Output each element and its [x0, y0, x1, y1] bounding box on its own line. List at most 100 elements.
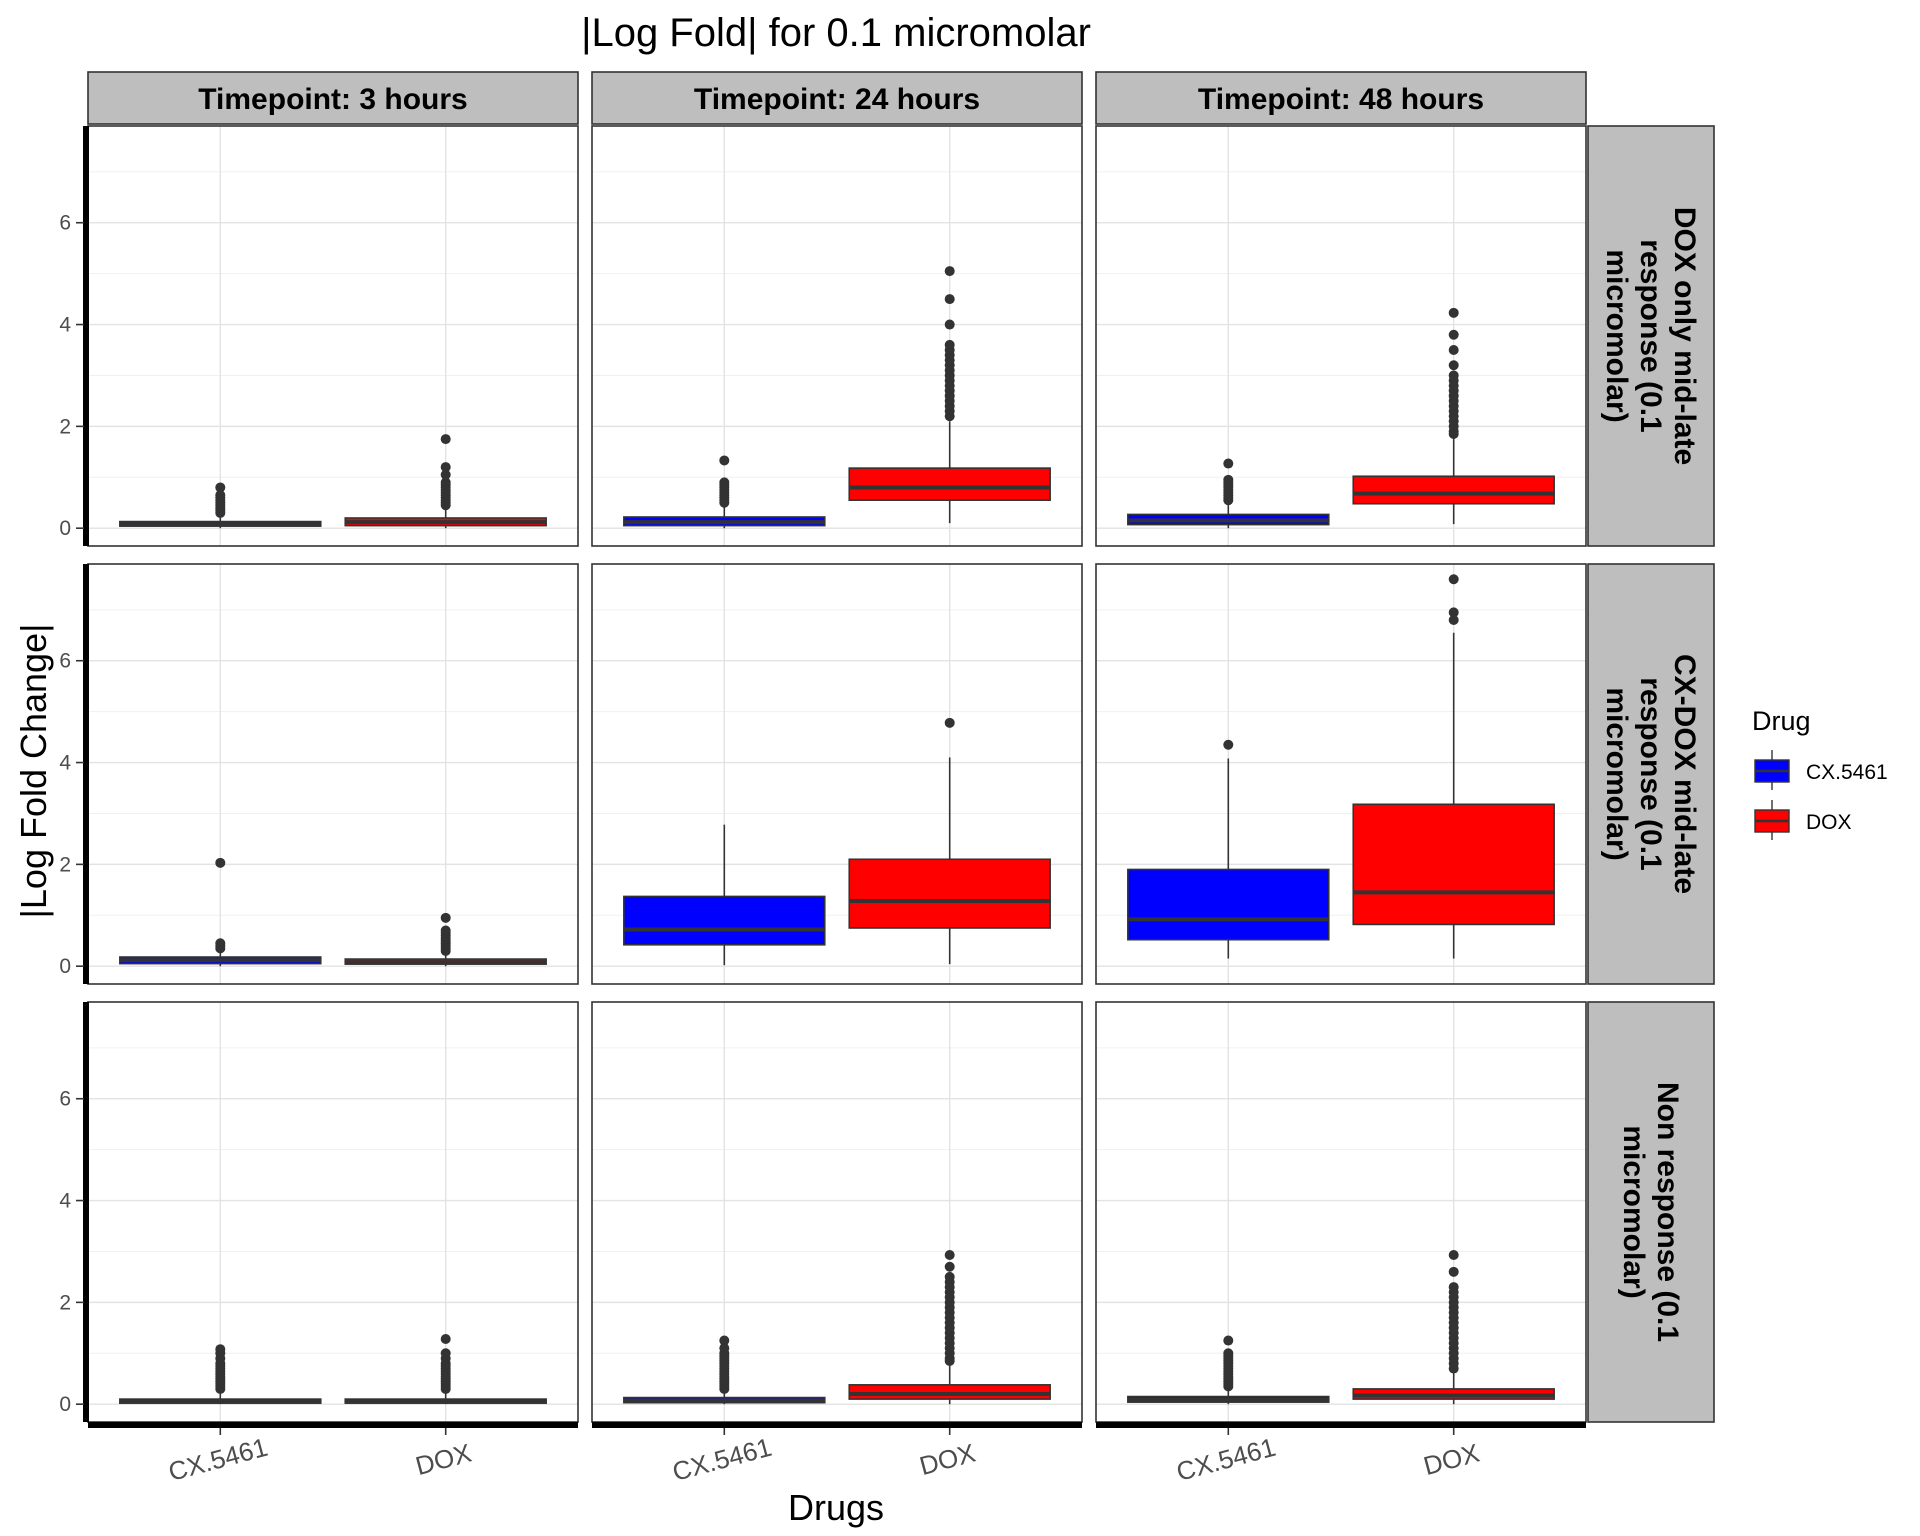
box-cx-5461 — [119, 857, 322, 967]
y-tick-label: 2 — [59, 853, 71, 876]
outlier-point — [1223, 474, 1234, 485]
outlier-point — [440, 1348, 451, 1359]
outlier-point — [440, 925, 451, 936]
row-strip-1: DOX only mid-lateresponse (0.1micromolar… — [1587, 125, 1715, 547]
outlier-point — [1448, 345, 1459, 355]
legend-label: CX.5461 — [1806, 761, 1888, 784]
outlier-point — [1448, 370, 1459, 381]
y-tick-label: 6 — [59, 212, 71, 235]
y-axis-title: |Log Fold Change| — [13, 624, 54, 919]
y-tick-label: 6 — [59, 1088, 71, 1111]
box-iqr — [848, 467, 1051, 501]
outlier-point — [719, 477, 730, 488]
outlier-point — [440, 462, 451, 473]
y-tick-label: 2 — [59, 415, 71, 438]
row-strip-line: DOX only mid-late — [1668, 207, 1701, 465]
legend-entry-dox: DOX — [1754, 800, 1852, 840]
outlier-point — [1448, 329, 1459, 340]
panel-background — [592, 1002, 1082, 1422]
x-axis-title: Drugs — [788, 1487, 884, 1528]
column-strip-label: Timepoint: 3 hours — [198, 83, 467, 116]
outlier-point — [1448, 1266, 1459, 1277]
outlier-point — [440, 1334, 451, 1345]
legend-title: Drug — [1752, 706, 1811, 736]
outlier-point — [440, 477, 451, 488]
panel-r3-c3 — [1095, 1001, 1587, 1423]
box-cx-5461 — [623, 455, 826, 529]
box-dox — [344, 1334, 547, 1405]
box-cx-5461 — [119, 482, 322, 529]
outlier-point — [1223, 1348, 1234, 1359]
row-strip-2: CX-DOX mid-lateresponse (0.1micromolar) — [1587, 563, 1715, 985]
outlier-point — [1448, 607, 1459, 618]
outlier-point — [1448, 307, 1459, 318]
column-strip-label: Timepoint: 48 hours — [1198, 83, 1484, 116]
chart-title: |Log Fold| for 0.1 micromolar — [581, 11, 1091, 55]
outlier-point — [440, 434, 451, 445]
box-dox — [848, 266, 1051, 524]
panel-r2-c2 — [591, 563, 1083, 985]
facet-strips: Timepoint: 3 hours Timepoint: 24 hours Tim… — [87, 71, 1715, 1423]
y-tick-label: 4 — [59, 314, 71, 337]
y-axis-row-2: 0 2 4 6 — [59, 564, 89, 984]
box-dox — [848, 1250, 1051, 1405]
box-iqr — [848, 1384, 1051, 1400]
row-strip-line: Non response (0.1 — [1651, 1082, 1684, 1342]
panel-background — [88, 1002, 578, 1422]
panel-background — [88, 126, 578, 546]
panel-border — [1095, 125, 1587, 547]
outlier-point — [215, 938, 226, 949]
panel-r1-c2 — [591, 125, 1083, 547]
y-tick-label: 4 — [59, 1190, 71, 1213]
box-dox — [848, 717, 1051, 965]
y-axis-row-1: 0 2 4 6 — [59, 126, 89, 546]
outlier-point — [215, 1344, 226, 1355]
outlier-point — [1223, 458, 1234, 469]
strip-background — [1095, 71, 1587, 125]
outlier-point — [1448, 1282, 1459, 1293]
panel-border — [591, 563, 1083, 985]
box-cx-5461 — [623, 1335, 826, 1405]
y-tick-label: 6 — [59, 650, 71, 673]
outlier-point — [944, 294, 955, 305]
box-iqr — [1352, 803, 1555, 926]
box-cx-5461 — [623, 824, 826, 966]
panel-r1-c3 — [1095, 125, 1587, 547]
outlier-point — [1448, 360, 1459, 371]
outlier-point — [440, 469, 451, 480]
box-iqr — [1352, 475, 1555, 505]
strip-background — [1587, 1001, 1715, 1423]
outlier-point — [944, 1261, 955, 1272]
legend-label: DOX — [1806, 811, 1852, 834]
panel-border — [591, 125, 1083, 547]
outlier-point — [440, 912, 451, 923]
panels-layer — [87, 125, 1587, 1423]
outlier-point — [719, 1343, 730, 1354]
column-strip-2: Timepoint: 24 hours — [591, 71, 1083, 125]
panel-r3-c2 — [591, 1001, 1083, 1423]
outlier-point — [215, 857, 226, 868]
outlier-point — [944, 1250, 955, 1261]
panel-r2-c1 — [87, 563, 579, 985]
panel-r1-c1 — [87, 125, 579, 547]
box-iqr — [848, 858, 1051, 929]
outlier-point — [1448, 615, 1459, 625]
row-strip-line: micromolar) — [1600, 687, 1633, 860]
panel-r3-c1 — [87, 1001, 579, 1423]
box-cx-5461 — [1127, 458, 1330, 529]
row-strip-3: Non response (0.1micromolar) — [1587, 1001, 1715, 1423]
y-tick-label: 2 — [59, 1291, 71, 1314]
row-strip-label: Non response (0.1micromolar) — [1617, 1082, 1684, 1342]
box-cx-5461 — [1127, 1335, 1330, 1405]
outlier-point — [1223, 1335, 1234, 1346]
outlier-point — [215, 482, 226, 493]
row-strip-label: CX-DOX mid-lateresponse (0.1micromolar) — [1600, 654, 1701, 894]
column-strip-label: Timepoint: 24 hours — [694, 83, 980, 116]
box-dox — [1352, 1250, 1555, 1405]
panel-background — [88, 564, 578, 984]
strip-background — [1587, 125, 1715, 547]
strip-background — [1587, 563, 1715, 985]
outlier-point — [944, 266, 955, 277]
box-iqr — [623, 895, 826, 946]
